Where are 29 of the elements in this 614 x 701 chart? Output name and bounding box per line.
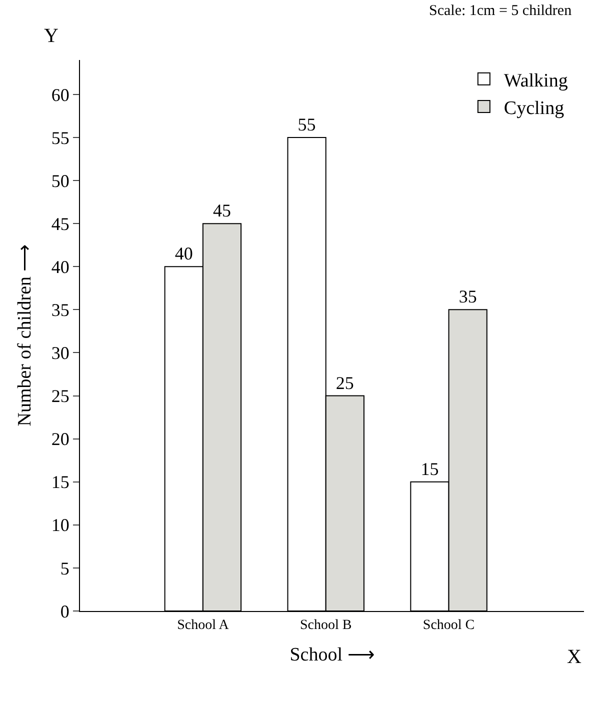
legend-label: Walking (504, 70, 568, 92)
y-tick-label: 45 (51, 214, 70, 234)
y-tick-label: 5 (60, 558, 70, 578)
y-tick-label: 50 (51, 170, 70, 191)
data-label: 40 (174, 244, 193, 264)
x-tick-label: School B (300, 618, 352, 633)
text: X (567, 646, 582, 668)
x-axis-title: School ⟶ (290, 644, 374, 666)
data-label: 55 (298, 114, 316, 134)
y-tick-label: 35 (51, 300, 70, 320)
data-label: 45 (212, 200, 231, 221)
text: Scale: 1cm = 5 children (429, 3, 572, 19)
y-tick-label: 55 (51, 128, 70, 148)
y-axis-title: Number of children ⟶ (14, 244, 36, 426)
y-tick-label: 20 (51, 429, 70, 450)
y-tick-label: 30 (51, 343, 70, 364)
data-label: 35 (458, 286, 477, 307)
x-tick-label: School A (177, 618, 230, 633)
text: Y (44, 25, 58, 47)
y-tick-label: 0 (60, 601, 70, 622)
data-label: 15 (420, 458, 439, 479)
y-tick-label: 10 (51, 515, 70, 536)
data-label: 25 (336, 372, 354, 393)
y-tick-label: 40 (51, 256, 70, 277)
x-tick-label: School C (422, 618, 475, 633)
y-tick-label: 25 (51, 386, 70, 406)
y-tick-label: 15 (51, 472, 70, 492)
legend-label: Cycling (504, 98, 565, 119)
y-tick-label: 60 (51, 84, 70, 105)
